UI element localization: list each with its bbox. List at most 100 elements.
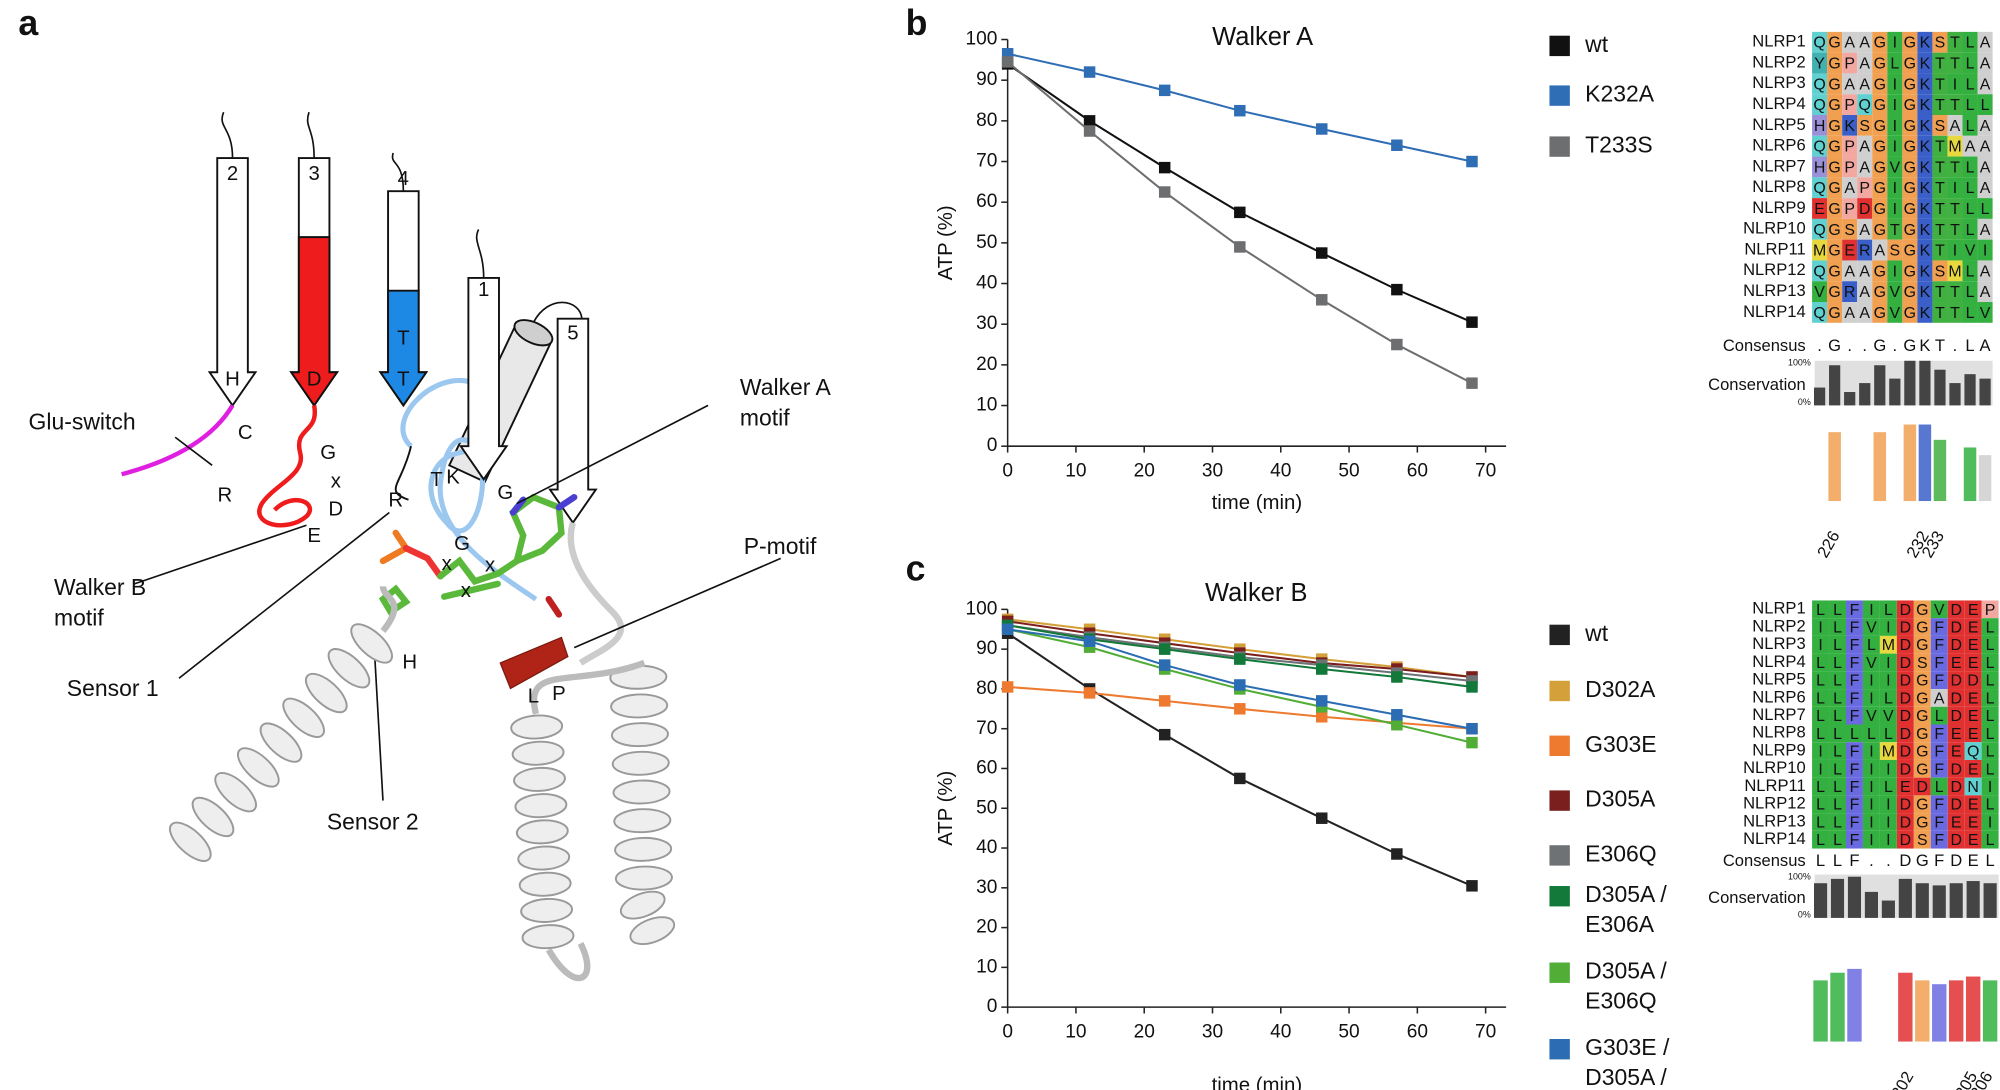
- residue-cell: [1879, 742, 1897, 760]
- residue-label: E: [307, 525, 321, 547]
- conservation-bar: [1964, 374, 1976, 406]
- sequence-name: NLRP4: [1752, 652, 1805, 671]
- residue: D: [1900, 655, 1912, 672]
- residue-cell: [1947, 689, 1965, 707]
- residue: G: [1874, 305, 1886, 322]
- residue: L: [1986, 797, 1995, 814]
- structure-shape: [548, 317, 598, 525]
- residue-cell: [1962, 260, 1978, 282]
- residue: L: [1833, 637, 1842, 654]
- residue-cell: [1962, 177, 1978, 199]
- conservation-label: Conservation: [1708, 888, 1806, 907]
- residue: R: [1844, 284, 1856, 301]
- structure-shape: [174, 436, 213, 466]
- data-point: [1391, 671, 1403, 683]
- residue: F: [1934, 832, 1944, 849]
- x-tick-label: 0: [1002, 1022, 1013, 1043]
- sequence-name: NLRP8: [1752, 177, 1805, 196]
- y-tick-label: 60: [976, 758, 997, 779]
- residue: K: [1844, 118, 1855, 135]
- data-point: [1391, 848, 1403, 860]
- residue-cell: [1845, 706, 1863, 725]
- residue-cell: [1902, 52, 1918, 74]
- residue: N: [1967, 779, 1979, 796]
- residue-cell: [1862, 777, 1880, 796]
- residue-cell: [1812, 724, 1830, 743]
- residue-cell: [1947, 671, 1965, 690]
- residue-cell: [1829, 653, 1846, 672]
- residue: A: [1859, 56, 1870, 73]
- residue-cell: [1947, 94, 1963, 115]
- residue-cell: [1887, 73, 1903, 95]
- sequence-name: NLRP2: [1752, 616, 1805, 635]
- consensus-residue: .: [1893, 336, 1898, 355]
- residue: I: [1869, 690, 1873, 707]
- residue-cell: [1947, 281, 1963, 303]
- y-tick-label: 70: [976, 718, 997, 739]
- residue: A: [1859, 284, 1870, 301]
- y-tick-label: 80: [976, 110, 997, 131]
- panel-label: c: [906, 549, 926, 589]
- residue-cell: [1947, 813, 1965, 831]
- residue: G: [1828, 243, 1840, 260]
- residue: G: [1874, 139, 1886, 156]
- helix-turn: [327, 648, 371, 689]
- residue-cell: [1845, 671, 1863, 690]
- residue: G: [1916, 673, 1928, 690]
- helix-turn: [191, 796, 235, 838]
- sequence-name: NLRP5: [1752, 670, 1805, 689]
- residue-cell: [1887, 260, 1903, 282]
- residue: P: [1844, 139, 1855, 156]
- residue-cell: [1827, 156, 1843, 178]
- residue: G: [1828, 118, 1840, 135]
- conservation-label: Conservation: [1708, 375, 1806, 394]
- residue: L: [1966, 159, 1975, 176]
- residue-cell: [1913, 635, 1931, 654]
- residue: E: [1968, 637, 1979, 654]
- residue-cell: [1842, 135, 1858, 157]
- residue-cell: [1896, 777, 1914, 796]
- annotation: Walker B: [54, 574, 146, 600]
- residue: A: [1980, 263, 1991, 280]
- structure-shape: [499, 636, 569, 690]
- residue-cell: [1977, 198, 1993, 219]
- residue-cell: [1917, 31, 1933, 53]
- y-tick-label: 30: [976, 313, 997, 334]
- sequence-name: NLRP5: [1752, 115, 1805, 134]
- consensus-residue: L: [1816, 851, 1825, 870]
- y-tick-label: 60: [976, 191, 997, 212]
- residue-label: H: [402, 651, 417, 673]
- residue-cell: [1829, 759, 1846, 778]
- structure-shape: [373, 643, 384, 801]
- residue: Q: [1813, 35, 1825, 52]
- data-point: [1466, 675, 1478, 687]
- sequence-name: NLRP2: [1752, 52, 1805, 71]
- residue: I: [1893, 97, 1897, 114]
- residue-cell: [1887, 218, 1903, 240]
- residue: I: [1886, 761, 1890, 778]
- residue: A: [1980, 35, 1991, 52]
- residue: E: [1968, 726, 1979, 743]
- residue: T: [1950, 305, 1960, 322]
- residue-cell: [1917, 239, 1933, 261]
- residue: F: [1934, 655, 1944, 672]
- x-axis-label: time (min): [1212, 492, 1303, 514]
- residue-label: C: [238, 422, 253, 444]
- data-point: [1234, 241, 1246, 253]
- residue-cell: [1947, 635, 1965, 654]
- residue-cell: [1842, 94, 1858, 115]
- helix-turn: [214, 772, 257, 813]
- data-point: [1001, 623, 1014, 636]
- residue-cell: [1917, 114, 1933, 136]
- residue-cell: [1947, 706, 1965, 725]
- residue: G: [1828, 180, 1840, 197]
- residue-cell: [1947, 52, 1963, 74]
- residue-cell: [1812, 177, 1828, 199]
- data-point: [1083, 687, 1096, 699]
- residue: L: [1833, 814, 1842, 831]
- residue: G: [1828, 56, 1840, 73]
- helix-turn: [629, 916, 676, 946]
- residue-cell: [1872, 156, 1888, 178]
- residue: V: [1934, 602, 1945, 619]
- residue-cell: [1872, 260, 1888, 282]
